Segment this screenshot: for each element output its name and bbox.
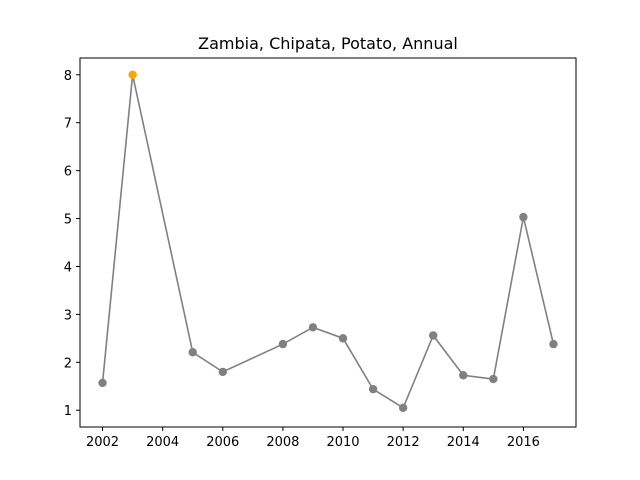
axes-frame (79, 57, 577, 428)
y-tick-label: 2 (64, 356, 72, 371)
x-tick-label: 2014 (447, 435, 480, 450)
y-tick-label: 1 (64, 404, 72, 419)
y-tick-label: 7 (64, 117, 72, 132)
x-tick-label: 2012 (387, 435, 420, 450)
data-point (429, 331, 438, 340)
plot-area: 2002 2004 2006 2008 2010 2012 2014 2016 1 2 3 4 5 6 7 8 (64, 69, 558, 450)
data-point (489, 374, 498, 384)
data-point (368, 384, 378, 394)
data-point (519, 212, 528, 222)
data-point (218, 367, 227, 377)
series-line (101, 74, 555, 410)
x-tick-label: 2004 (146, 435, 179, 450)
x-tick-label: 2006 (206, 435, 239, 450)
x-tick-label: 2008 (266, 435, 299, 450)
data-point (188, 348, 197, 357)
highlighted-data-point (128, 70, 137, 79)
data-point (459, 371, 468, 380)
data-point (278, 339, 288, 349)
y-tick-label: 8 (64, 69, 72, 84)
y-tick-label: 5 (64, 213, 72, 228)
x-tick-label: 2010 (326, 435, 359, 450)
data-point (549, 339, 558, 349)
y-tick-label: 6 (64, 165, 72, 180)
x-tick-label: 2016 (507, 435, 540, 450)
data-point (398, 403, 408, 413)
data-point (308, 323, 318, 332)
y-tick-label: 4 (64, 260, 72, 275)
data-point (338, 334, 348, 343)
data-point (98, 378, 107, 388)
x-tick-label: 2002 (86, 435, 119, 450)
chart-title: Zambia, Chipata, Potato, Annual (198, 34, 458, 53)
y-tick-label: 3 (64, 308, 72, 323)
